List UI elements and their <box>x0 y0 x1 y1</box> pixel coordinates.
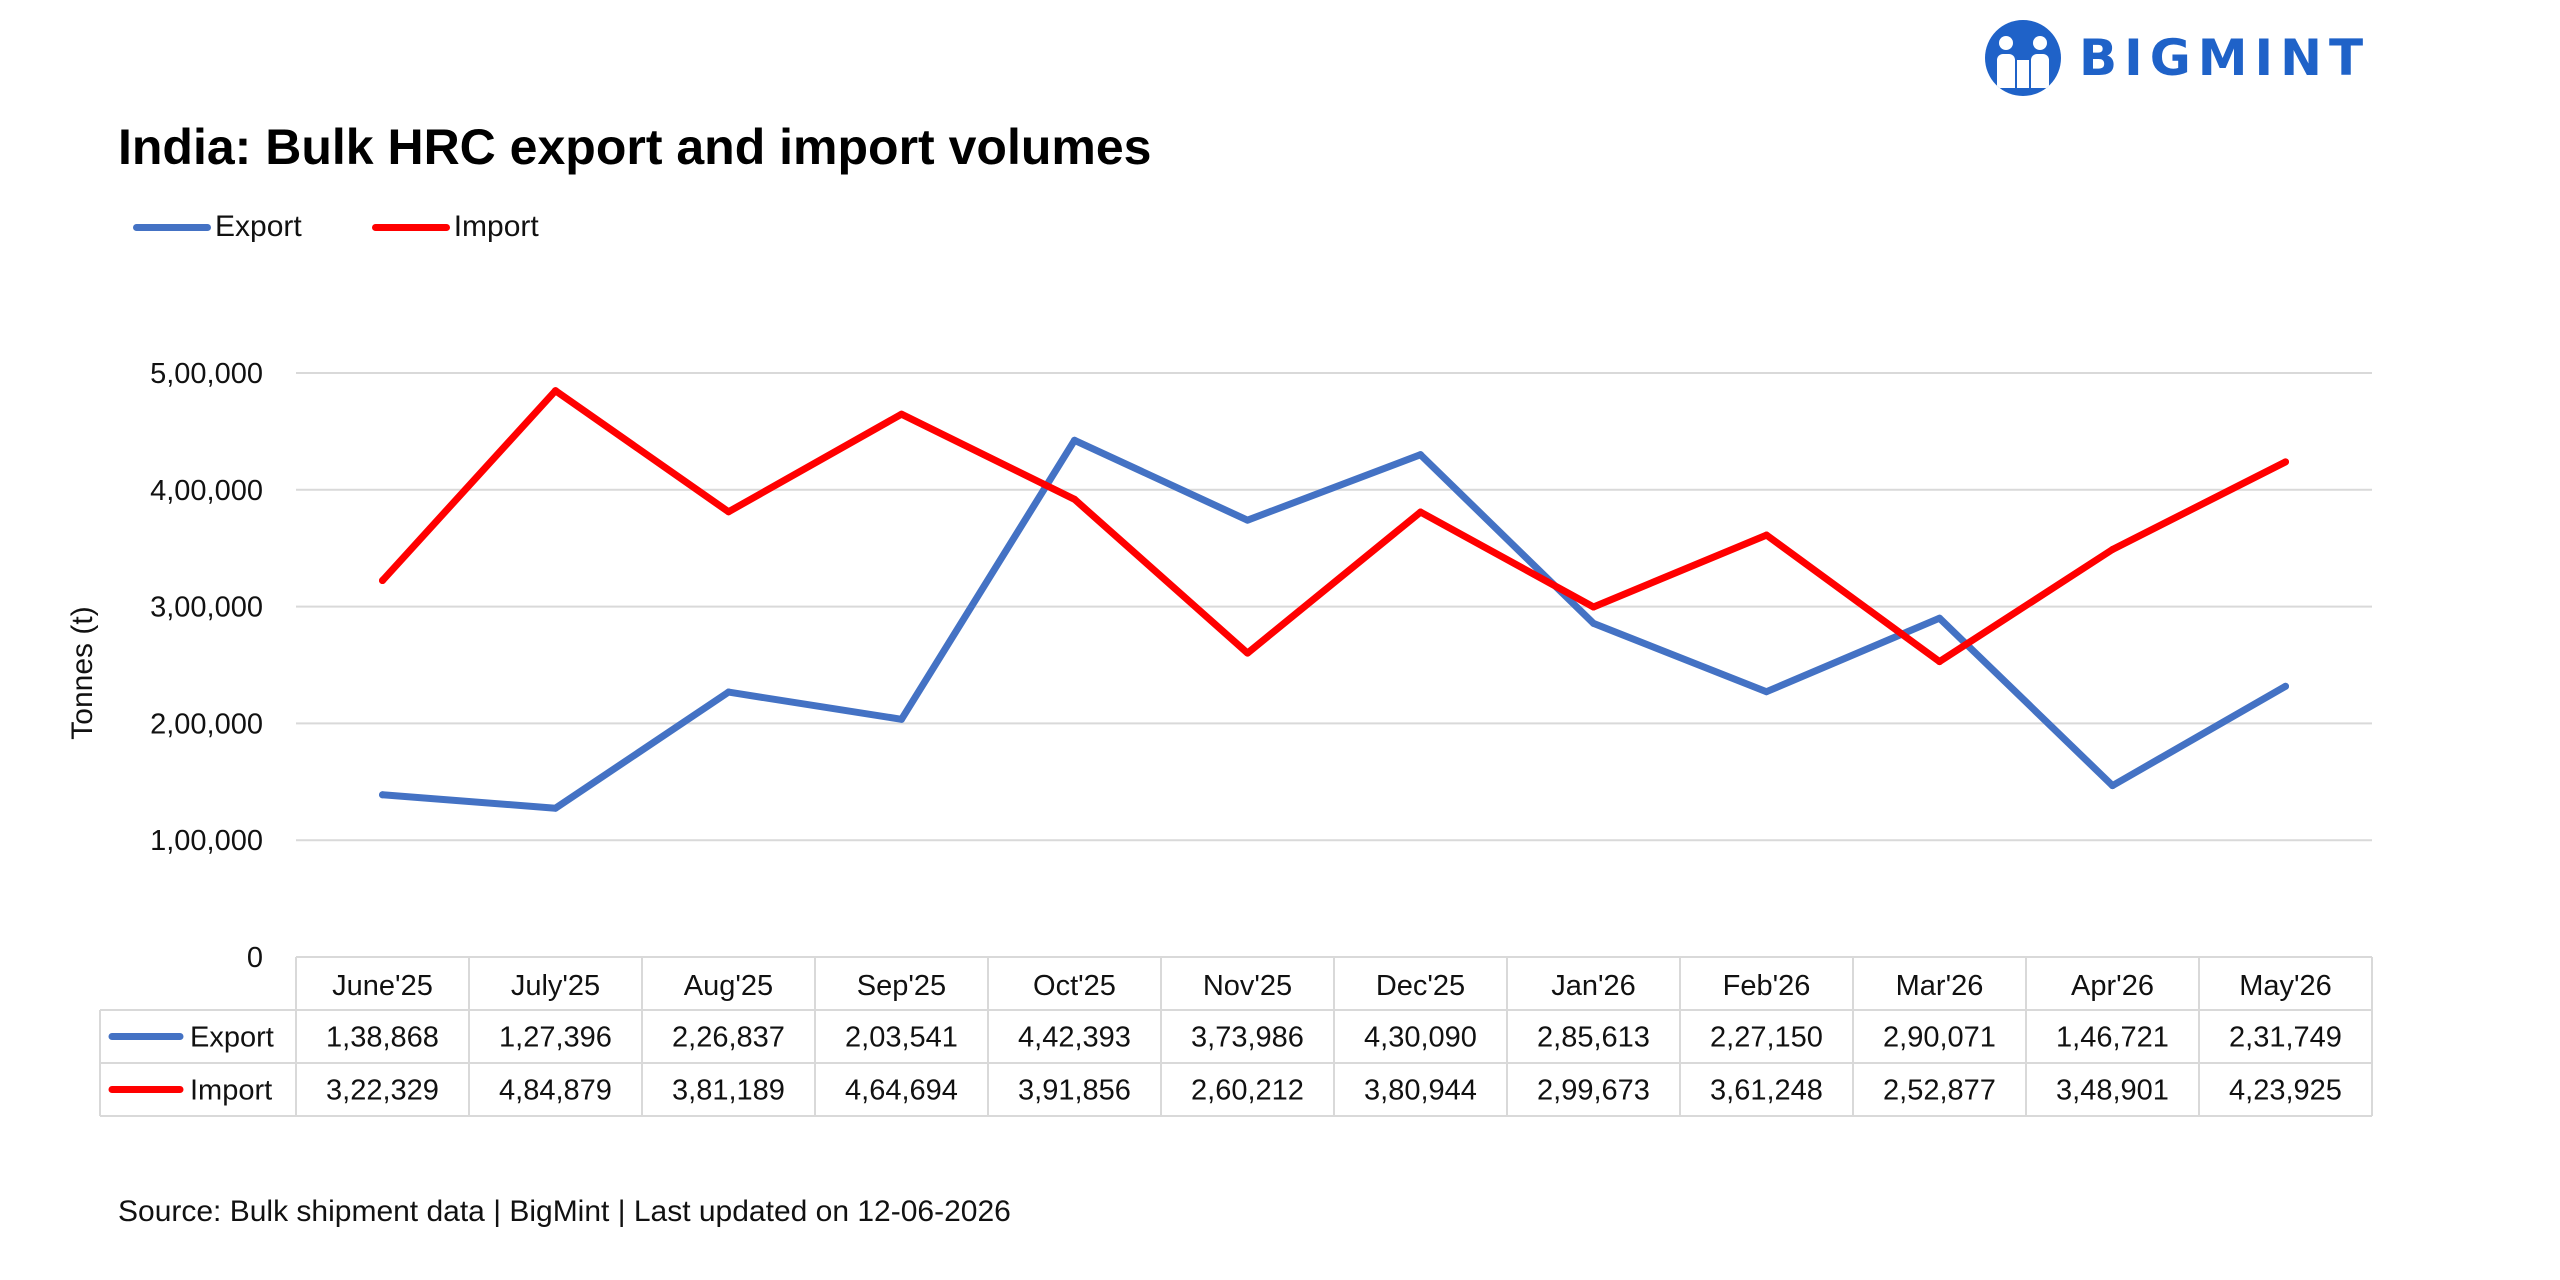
data-point-import <box>379 577 386 585</box>
data-point-import <box>2282 458 2289 466</box>
x-tick-label: Feb'26 <box>1723 970 1811 1002</box>
table-cell-value: 4,64,694 <box>845 1075 958 1107</box>
source-note: Source: Bulk shipment data | BigMint | L… <box>118 1195 1011 1228</box>
table-cell-value: 2,27,150 <box>1710 1022 1823 1054</box>
legend-item-export: Export <box>133 210 302 244</box>
data-point-import <box>2109 545 2116 553</box>
table-series-label: Export <box>190 1022 274 1054</box>
bigmint-logo-icon <box>1985 20 2061 96</box>
data-point-import <box>1244 649 1251 657</box>
y-tick-label: 5,00,000 <box>150 358 263 390</box>
y-tick-label: 2,00,000 <box>150 708 263 740</box>
y-tick-label: 4,00,000 <box>150 475 263 507</box>
data-point-import <box>1071 495 1078 503</box>
x-tick-label: Jan'26 <box>1551 970 1636 1002</box>
brand-name: BIGMINT <box>2079 29 2371 87</box>
data-point-export <box>1590 619 1597 627</box>
table-cell-value: 2,03,541 <box>845 1022 958 1054</box>
y-tick-label: 0 <box>247 942 263 974</box>
table-cell-value: 2,90,071 <box>1883 1022 1996 1054</box>
data-point-export <box>725 688 732 696</box>
data-point-import <box>552 387 559 395</box>
data-point-import <box>725 508 732 516</box>
table-cell-value: 3,91,856 <box>1018 1075 1131 1107</box>
x-tick-label: Aug'25 <box>684 970 773 1002</box>
table-cell-value: 3,61,248 <box>1710 1075 1823 1107</box>
table-cell-value: 4,30,090 <box>1364 1022 1477 1054</box>
table-cell-value: 3,22,329 <box>326 1075 439 1107</box>
table-cell-value: 2,52,877 <box>1883 1075 1996 1107</box>
table-cell-value: 2,85,613 <box>1537 1022 1650 1054</box>
table-cell-value: 1,38,868 <box>326 1022 439 1054</box>
x-tick-label: June'25 <box>332 970 433 1002</box>
data-point-export <box>2282 682 2289 690</box>
data-point-import <box>1936 658 1943 666</box>
data-point-export <box>1763 688 1770 696</box>
table-cell-value: 2,60,212 <box>1191 1075 1304 1107</box>
y-tick-label: 3,00,000 <box>150 592 263 624</box>
series-line-import <box>379 387 2289 666</box>
data-point-export <box>2109 782 2116 790</box>
table-cell-value: 2,31,749 <box>2229 1022 2342 1054</box>
data-point-export <box>898 715 905 723</box>
x-tick-label: Oct'25 <box>1033 970 1116 1002</box>
data-point-import <box>1417 508 1424 516</box>
legend-swatch-import <box>371 223 450 231</box>
x-tick-label: July'25 <box>511 970 600 1002</box>
data-point-export <box>1244 516 1251 524</box>
x-tick-label: Nov'25 <box>1203 970 1292 1002</box>
data-point-export <box>1936 614 1943 622</box>
table-cell-value: 2,99,673 <box>1537 1075 1650 1107</box>
chart-legend: Export Import <box>133 210 609 244</box>
data-point-import <box>898 410 905 418</box>
data-point-import <box>1590 603 1597 611</box>
table-cell-value: 3,48,901 <box>2056 1075 2169 1107</box>
table-cell-value: 1,27,396 <box>499 1022 612 1054</box>
data-point-import <box>1763 531 1770 539</box>
table-cell-value: 3,81,189 <box>672 1075 785 1107</box>
table-cell-value: 4,84,879 <box>499 1075 612 1107</box>
data-point-export <box>552 804 559 812</box>
table-cell-value: 1,46,721 <box>2056 1022 2169 1054</box>
legend-label-import: Import <box>453 210 539 243</box>
table-cell-value: 4,42,393 <box>1018 1022 1131 1054</box>
x-tick-label: Dec'25 <box>1376 970 1465 1002</box>
table-cell-value: 4,23,925 <box>2229 1075 2342 1107</box>
table-cell-value: 3,73,986 <box>1191 1022 1304 1054</box>
legend-swatch-export <box>133 223 211 231</box>
legend-item-import: Import <box>371 210 539 244</box>
y-tick-label: 1,00,000 <box>150 825 263 857</box>
legend-label-export: Export <box>215 210 302 243</box>
data-point-export <box>379 791 386 799</box>
chart-title: India: Bulk HRC export and import volume… <box>118 119 1152 175</box>
x-tick-label: May'26 <box>2239 970 2332 1002</box>
data-point-export <box>1071 436 1078 444</box>
x-tick-label: Mar'26 <box>1896 970 1984 1002</box>
table-cell-value: 2,26,837 <box>672 1022 785 1054</box>
brand-logo: BIGMINT <box>1985 18 2370 98</box>
data-point-export <box>1417 451 1424 459</box>
x-tick-label: Sep'25 <box>857 970 946 1002</box>
x-tick-label: Apr'26 <box>2071 970 2154 1002</box>
table-series-label: Import <box>190 1075 272 1107</box>
table-cell-value: 3,80,944 <box>1364 1075 1477 1107</box>
